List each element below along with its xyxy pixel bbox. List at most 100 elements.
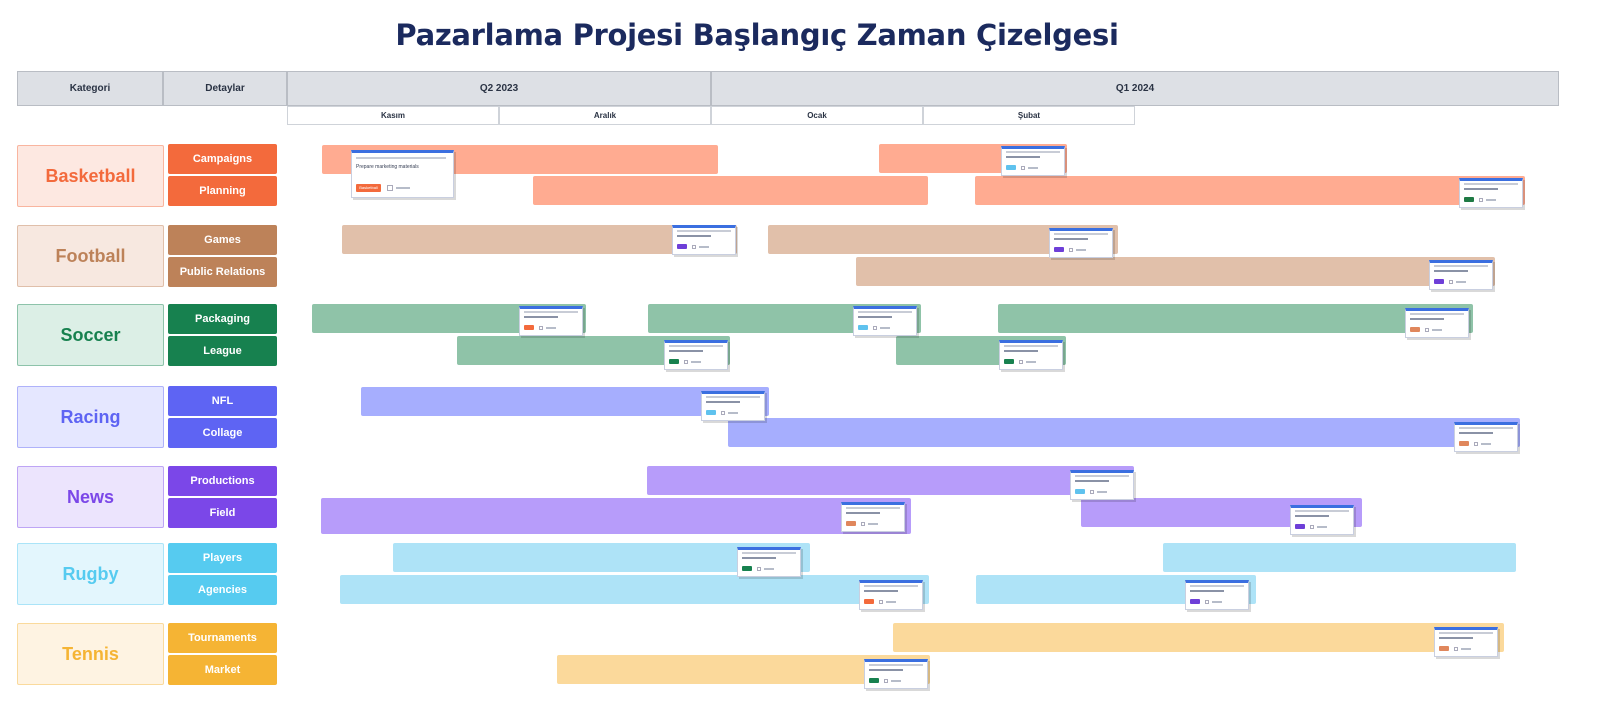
detail-tournaments[interactable]: Tournaments: [168, 623, 277, 653]
task-card[interactable]: [1290, 505, 1354, 535]
task-card[interactable]: [864, 659, 928, 689]
calendar-icon: [539, 326, 543, 330]
task-card[interactable]: [1434, 627, 1498, 657]
card-tag: [524, 325, 534, 330]
header-quarter-1: Q2 2023: [287, 71, 711, 106]
month-2: Aralık: [499, 106, 711, 125]
calendar-icon: [1454, 647, 1458, 651]
calendar-icon: [873, 326, 877, 330]
task-bar[interactable]: [998, 304, 1473, 333]
card-tag: [669, 359, 679, 364]
calendar-icon: [1479, 198, 1483, 202]
detail-league[interactable]: League: [168, 336, 277, 366]
header-details: Detaylar: [163, 71, 287, 106]
task-bar[interactable]: [342, 225, 737, 254]
category-rugby[interactable]: Rugby: [17, 543, 164, 605]
card-tag: [869, 678, 879, 683]
task-card[interactable]: [672, 225, 736, 255]
task-card[interactable]: [1049, 228, 1113, 258]
category-soccer[interactable]: Soccer: [17, 304, 164, 366]
detail-games[interactable]: Games: [168, 225, 277, 255]
card-tag: [1004, 359, 1014, 364]
task-card[interactable]: [737, 547, 801, 577]
card-tag: [1439, 646, 1449, 651]
card-tag: [1459, 441, 1469, 446]
calendar-icon: [1090, 490, 1094, 494]
detail-public-relations[interactable]: Public Relations: [168, 257, 277, 287]
task-bar[interactable]: [647, 466, 1134, 495]
task-card[interactable]: [859, 580, 923, 610]
task-card[interactable]: [1070, 470, 1134, 500]
task-bar[interactable]: [533, 176, 928, 205]
detail-field[interactable]: Field: [168, 498, 277, 528]
calendar-icon: [1425, 328, 1429, 332]
task-card[interactable]: [853, 306, 917, 336]
category-basketball[interactable]: Basketball: [17, 145, 164, 207]
calendar-icon: [684, 360, 688, 364]
calendar-icon: [757, 567, 761, 571]
calendar-icon: [1019, 360, 1023, 364]
task-card[interactable]: [1405, 308, 1469, 338]
task-bar[interactable]: [728, 418, 1520, 447]
detail-market[interactable]: Market: [168, 655, 277, 685]
month-1: Kasım: [287, 106, 499, 125]
card-title: Prepare marketing materials: [356, 164, 419, 170]
task-card[interactable]: [664, 340, 728, 370]
card-tag: [864, 599, 874, 604]
detail-productions[interactable]: Productions: [168, 466, 277, 496]
calendar-icon: [861, 522, 865, 526]
card-tag: [858, 325, 868, 330]
task-bar[interactable]: [893, 623, 1504, 652]
task-card[interactable]: [519, 306, 583, 336]
detail-packaging[interactable]: Packaging: [168, 304, 277, 334]
card-tag: [1464, 197, 1474, 202]
calendar-icon: [1069, 248, 1073, 252]
calendar-icon: [387, 185, 393, 191]
task-card[interactable]: Prepare marketing materials Basketball: [351, 150, 454, 198]
header-quarter-2: Q1 2024: [711, 71, 1559, 106]
calendar-icon: [1205, 600, 1209, 604]
card-tag: [1006, 165, 1016, 170]
task-card[interactable]: [1459, 178, 1523, 208]
task-card[interactable]: [1454, 422, 1518, 452]
card-tag: [742, 566, 752, 571]
task-card[interactable]: [1185, 580, 1249, 610]
card-tag: [1434, 279, 1444, 284]
card-tag: [1295, 524, 1305, 529]
card-tag: [1075, 489, 1085, 494]
card-tag: [677, 244, 687, 249]
task-card[interactable]: [999, 340, 1063, 370]
calendar-icon: [1310, 525, 1314, 529]
task-bar[interactable]: [1163, 543, 1516, 572]
card-breadcrumb: [356, 157, 446, 159]
detail-nfl[interactable]: NFL: [168, 386, 277, 416]
task-bar[interactable]: [975, 176, 1525, 205]
month-3: Ocak: [711, 106, 923, 125]
card-date: [396, 187, 410, 189]
month-4: Şubat: [923, 106, 1135, 125]
category-racing[interactable]: Racing: [17, 386, 164, 448]
detail-agencies[interactable]: Agencies: [168, 575, 277, 605]
detail-collage[interactable]: Collage: [168, 418, 277, 448]
card-tag: [1190, 599, 1200, 604]
card-tag: [706, 410, 716, 415]
task-bar[interactable]: [321, 498, 911, 534]
task-card[interactable]: [841, 502, 905, 532]
task-bar[interactable]: [340, 575, 929, 604]
category-football[interactable]: Football: [17, 225, 164, 287]
category-tennis[interactable]: Tennis: [17, 623, 164, 685]
card-tag: Basketball: [356, 184, 381, 192]
category-news[interactable]: News: [17, 466, 164, 528]
task-card[interactable]: [1429, 260, 1493, 290]
task-card[interactable]: [1001, 146, 1065, 176]
task-card[interactable]: [701, 391, 765, 421]
calendar-icon: [692, 245, 696, 249]
detail-planning[interactable]: Planning: [168, 176, 277, 206]
task-bar[interactable]: [856, 257, 1495, 286]
calendar-icon: [879, 600, 883, 604]
calendar-icon: [884, 679, 888, 683]
detail-players[interactable]: Players: [168, 543, 277, 573]
calendar-icon: [1449, 280, 1453, 284]
calendar-icon: [721, 411, 725, 415]
detail-campaigns[interactable]: Campaigns: [168, 144, 277, 174]
